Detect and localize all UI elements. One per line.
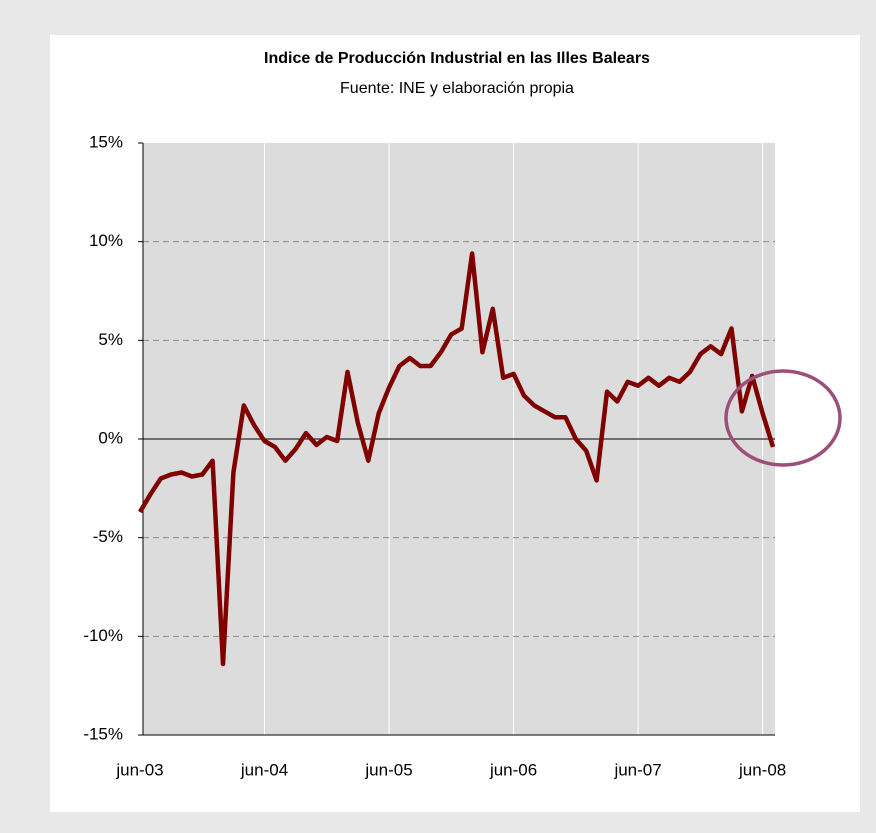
x-tick-label: jun-03 [115, 760, 163, 779]
y-tick-label: -10% [83, 626, 123, 645]
chart-subtitle: Fuente: INE y elaboración propia [340, 80, 574, 97]
x-tick-label: jun-05 [364, 760, 412, 779]
highlight-circle [724, 369, 842, 467]
y-tick-label: 5% [98, 330, 123, 349]
y-tick-label: 10% [89, 231, 123, 250]
y-tick-label: -5% [93, 527, 123, 546]
x-tick-label: jun-04 [240, 760, 288, 779]
y-tick-label: 0% [98, 428, 123, 447]
x-tick-label: jun-06 [489, 760, 537, 779]
x-tick-label: jun-08 [738, 760, 786, 779]
y-tick-label: 15% [89, 132, 123, 151]
line [138, 251, 776, 667]
chart-title: Indice de Producción Industrial en las I… [264, 50, 650, 67]
grid [138, 142, 775, 736]
y-tick-label: -15% [83, 724, 123, 743]
marks [138, 251, 776, 667]
x-tick-label: jun-07 [613, 760, 661, 779]
